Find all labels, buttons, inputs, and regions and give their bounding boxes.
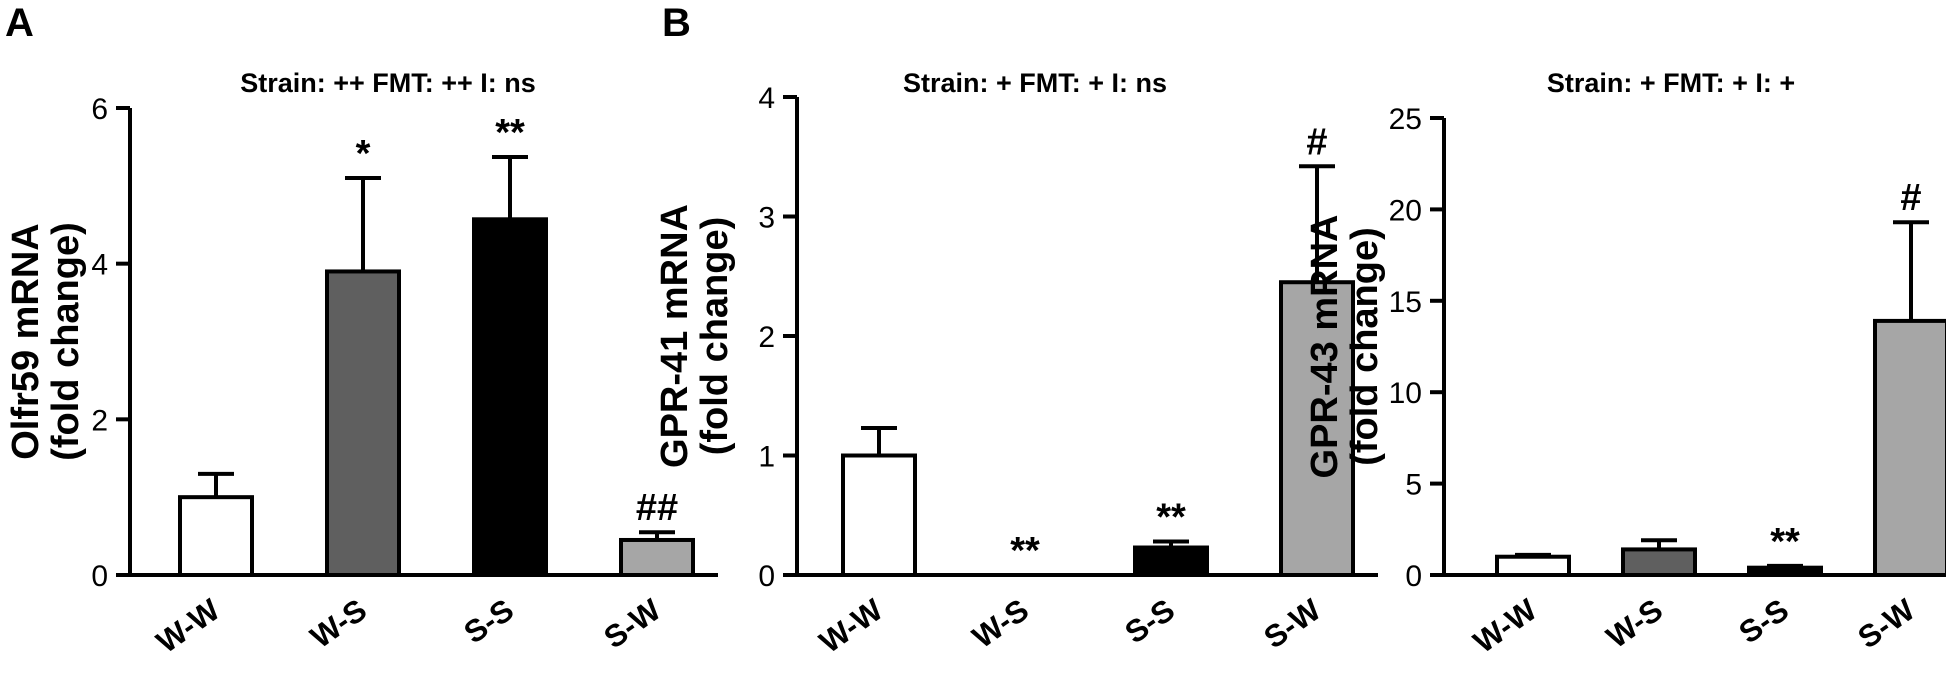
y-tick-label: 1	[758, 441, 775, 474]
y-tick-label: 3	[758, 202, 775, 235]
chart-panel-1: Strain: ++ FMT: ++ I: ns Olfr59 mRNA(fold…	[5, 68, 718, 660]
significance-label: *	[356, 133, 371, 175]
x-tick-label: S-S	[1119, 592, 1181, 650]
x-tick-label: S-W	[598, 592, 668, 656]
y-tick-label: 0	[91, 560, 108, 593]
stat-annotation: Strain: + FMT: + I: ns	[903, 68, 1167, 98]
y-axis-subtitle: (fold change)	[45, 222, 87, 461]
x-tick-label: S-W	[1258, 592, 1328, 656]
y-tick-label: 5	[1405, 469, 1422, 502]
bar-W-W	[1495, 554, 1571, 577]
significance-label: **	[495, 112, 525, 154]
y-tick-label: 4	[91, 249, 108, 282]
x-tick-label: S-S	[458, 592, 520, 650]
y-tick-label: 2	[758, 321, 775, 354]
bar-W-W	[178, 495, 254, 577]
y-axis-subtitle: (fold change)	[694, 217, 736, 456]
significance-label: #	[1306, 121, 1327, 163]
y-axis-title: GPR-41 mRNA	[654, 204, 696, 468]
panel-label-b: B	[662, 1, 691, 45]
x-tick-label: W-W	[1467, 592, 1544, 660]
bar-S-S	[1747, 565, 1823, 577]
x-tick-label: W-S	[966, 592, 1035, 655]
bar-S-S	[1133, 545, 1209, 578]
significance-label: **	[1010, 530, 1040, 572]
y-axis-subtitle: (fold change)	[1344, 227, 1386, 466]
significance-label: **	[1770, 521, 1800, 563]
bar-S-S	[472, 217, 548, 577]
bar-W-W	[841, 453, 917, 577]
bar-S-W	[619, 537, 695, 577]
y-axis-title: GPR-43 mRNA	[1304, 215, 1346, 479]
x-tick-label: S-S	[1733, 592, 1795, 650]
y-tick-label: 6	[91, 93, 108, 126]
y-tick-label: 2	[91, 404, 108, 437]
x-tick-label: W-W	[150, 592, 227, 660]
significance-label: **	[1156, 497, 1186, 539]
y-tick-label: 25	[1389, 103, 1422, 136]
chart-panel-2: Strain: + FMT: + I: ns GPR-41 mRNA(fold c…	[654, 68, 1378, 660]
bar-W-S	[1621, 547, 1697, 578]
significance-label: ##	[636, 487, 678, 529]
y-tick-label: 4	[758, 82, 775, 115]
stat-annotation: Strain: ++ FMT: ++ I: ns	[240, 68, 536, 98]
x-tick-label: W-W	[813, 592, 890, 660]
stat-annotation: Strain: + FMT: + I: +	[1547, 68, 1795, 98]
y-tick-label: 20	[1389, 194, 1422, 227]
y-tick-label: 0	[1405, 560, 1422, 593]
y-tick-label: 10	[1389, 377, 1422, 410]
significance-label: #	[1900, 177, 1921, 219]
bar-W-S	[325, 269, 401, 577]
bar-S-W	[1873, 318, 1946, 577]
y-tick-label: 15	[1389, 286, 1422, 319]
panel-label-a: A	[5, 1, 34, 45]
chart-panel-3: Strain: + FMT: + I: + GPR-43 mRNA(fold ch…	[1304, 68, 1946, 660]
y-tick-label: 0	[758, 560, 775, 593]
y-axis-title: Olfr59 mRNA	[5, 223, 47, 460]
x-tick-label: W-S	[304, 592, 373, 655]
x-tick-label: S-W	[1852, 592, 1922, 656]
x-tick-label: W-S	[1600, 592, 1669, 655]
